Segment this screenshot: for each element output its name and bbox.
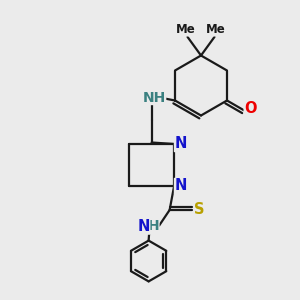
Text: N: N — [175, 178, 187, 194]
Text: Me: Me — [206, 23, 226, 36]
Text: Me: Me — [176, 23, 196, 36]
Text: H: H — [147, 220, 159, 233]
Text: O: O — [244, 101, 257, 116]
Text: N: N — [175, 136, 187, 152]
Text: N: N — [137, 219, 150, 234]
Text: NH: NH — [142, 91, 166, 104]
Text: S: S — [194, 202, 205, 217]
